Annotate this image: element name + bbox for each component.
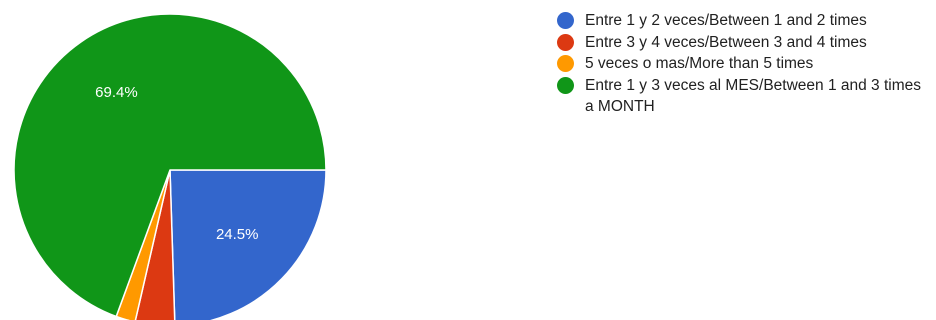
pie-slice-label-4: 69.4%: [95, 84, 138, 101]
legend-swatch-2: [557, 33, 574, 51]
pie-slice-labels: 24.5% 69.4%: [95, 84, 258, 243]
pie-slice-1: [169, 169, 327, 320]
pie-slices: [13, 13, 327, 320]
legend-label-1: Entre 1 y 2 veces/Between 1 and 2 times: [585, 12, 867, 29]
pie-slice-label-1: 24.5%: [216, 226, 259, 243]
legend-item-1: Entre 1 y 2 veces/Between 1 and 2 times: [557, 10, 927, 32]
legend-item-2: Entre 3 y 4 veces/Between 3 and 4 times: [557, 32, 927, 54]
pie-slice-2: [134, 169, 176, 320]
legend-swatch-4: [557, 76, 574, 94]
pie-slice-4: [13, 13, 327, 318]
legend-item-4: Entre 1 y 3 veces al MES/Between 1 and 3…: [557, 75, 927, 118]
legend-label-3: 5 veces o mas/More than 5 times: [585, 55, 814, 72]
legend-item-3: 5 veces o mas/More than 5 times: [557, 53, 927, 75]
legend-label-2: Entre 3 y 4 veces/Between 3 and 4 times: [585, 33, 867, 51]
chart-legend: Entre 1 y 2 veces/Between 1 and 2 times E…: [557, 10, 927, 118]
legend-label-4: Entre 1 y 3 veces al MES/Between 1 and 3…: [585, 76, 922, 116]
legend-swatch-3: [557, 55, 574, 72]
legend-swatch-1: [557, 12, 574, 29]
